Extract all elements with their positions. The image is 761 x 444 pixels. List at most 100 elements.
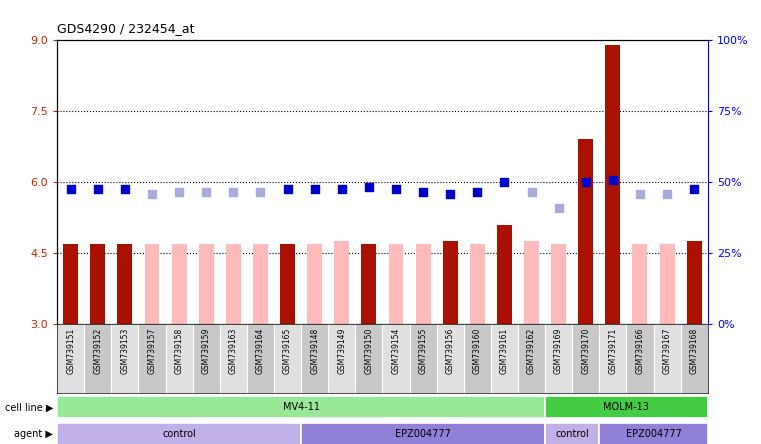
Bar <box>165 324 193 393</box>
Bar <box>91 244 105 324</box>
Bar <box>437 40 463 324</box>
Bar <box>443 241 457 324</box>
Bar <box>409 324 437 393</box>
Text: GSM739155: GSM739155 <box>419 328 428 374</box>
Bar <box>193 324 220 393</box>
Bar <box>220 40 247 324</box>
Bar <box>57 396 545 418</box>
Bar <box>247 40 274 324</box>
Bar <box>572 40 599 324</box>
Point <box>308 186 320 193</box>
Text: GSM739166: GSM739166 <box>635 328 645 374</box>
Bar <box>545 40 572 324</box>
Bar <box>220 324 247 393</box>
Bar <box>599 324 626 393</box>
Bar <box>280 244 295 324</box>
Bar <box>599 423 708 444</box>
Point <box>200 188 212 195</box>
Point <box>552 205 565 212</box>
Point <box>444 190 457 198</box>
Point <box>525 188 537 195</box>
Bar <box>145 244 159 324</box>
Point <box>282 186 294 193</box>
Bar <box>84 40 111 324</box>
Bar <box>599 40 626 324</box>
Point <box>146 190 158 198</box>
Bar <box>247 324 274 393</box>
Text: control: control <box>556 429 589 439</box>
Bar <box>416 244 431 324</box>
Text: GSM739153: GSM739153 <box>120 328 129 374</box>
Bar <box>328 324 355 393</box>
Bar <box>382 324 409 393</box>
Bar <box>409 40 437 324</box>
Text: GSM739160: GSM739160 <box>473 328 482 374</box>
Bar <box>654 324 680 393</box>
Point <box>363 183 375 190</box>
Bar <box>301 40 328 324</box>
Bar <box>409 40 437 324</box>
Point <box>91 186 103 193</box>
Text: GSM739171: GSM739171 <box>608 328 617 374</box>
Bar <box>686 241 702 324</box>
Point <box>173 188 185 195</box>
Bar <box>301 423 545 444</box>
Bar <box>545 324 572 393</box>
Text: GSM739157: GSM739157 <box>148 328 157 374</box>
Bar <box>328 40 355 324</box>
Text: GDS4290 / 232454_at: GDS4290 / 232454_at <box>57 23 195 36</box>
Text: control: control <box>162 429 196 439</box>
Bar <box>165 40 193 324</box>
Bar <box>193 40 220 324</box>
Text: GSM739167: GSM739167 <box>663 328 671 374</box>
Bar <box>307 244 322 324</box>
Bar <box>599 40 626 324</box>
Bar <box>518 40 545 324</box>
Bar <box>654 40 680 324</box>
Bar <box>572 40 599 324</box>
Bar <box>84 324 111 393</box>
Bar <box>389 244 403 324</box>
Bar <box>57 40 84 324</box>
Bar <box>84 40 111 324</box>
Bar <box>463 324 491 393</box>
Bar <box>139 40 165 324</box>
Bar <box>491 40 518 324</box>
Bar <box>111 324 139 393</box>
Text: GSM739164: GSM739164 <box>256 328 265 374</box>
Bar <box>551 244 566 324</box>
Point <box>119 186 131 193</box>
Bar <box>226 244 240 324</box>
Text: agent ▶: agent ▶ <box>14 429 53 439</box>
Bar <box>680 40 708 324</box>
Text: GSM739162: GSM739162 <box>527 328 536 374</box>
Bar <box>545 396 708 418</box>
Bar <box>57 324 84 393</box>
Bar <box>578 139 593 324</box>
Bar <box>193 40 220 324</box>
Bar <box>328 40 355 324</box>
Bar <box>463 40 491 324</box>
Bar <box>301 40 328 324</box>
Point <box>228 188 240 195</box>
Point <box>390 186 402 193</box>
Text: GSM739148: GSM739148 <box>310 328 319 374</box>
Text: GSM739169: GSM739169 <box>554 328 563 374</box>
Bar <box>382 40 409 324</box>
Bar <box>274 40 301 324</box>
Bar <box>491 324 518 393</box>
Point <box>254 188 266 195</box>
Bar <box>355 40 382 324</box>
Bar <box>654 40 680 324</box>
Bar <box>139 324 166 393</box>
Bar <box>247 40 274 324</box>
Bar <box>117 244 132 324</box>
Text: EPZ004777: EPZ004777 <box>395 429 451 439</box>
Bar <box>274 324 301 393</box>
Bar <box>524 241 539 324</box>
Bar <box>382 40 409 324</box>
Bar <box>470 244 485 324</box>
Bar <box>57 423 301 444</box>
Text: GSM739151: GSM739151 <box>66 328 75 374</box>
Bar <box>361 244 376 324</box>
